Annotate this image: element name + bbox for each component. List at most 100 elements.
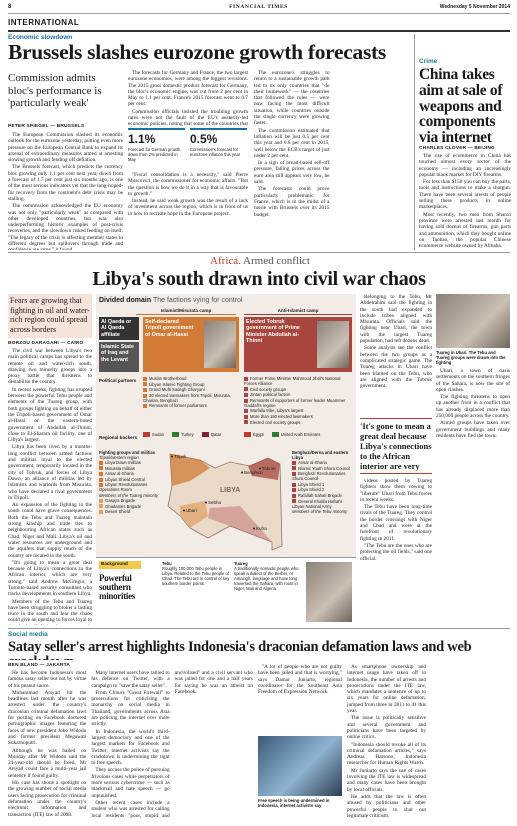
paragraph: The fighting threatens to open up anothe…	[436, 394, 510, 420]
kicker-topic: Armed conflict	[243, 256, 310, 267]
legend-list: Gaspya Brigade Ghadames Brigade Desert Shi…	[99, 498, 159, 514]
graphic-subtitle: The factions vying for control	[152, 297, 243, 304]
paragraph: For less than $150 you can buy the parts…	[419, 179, 511, 211]
minority-text: Roughly 100,000 Tebu people in Libya. Re…	[162, 566, 230, 586]
infographic: Divided domain The factions vying for co…	[96, 294, 356, 625]
legend-title: Benghazi/Derna and eastern Libya	[292, 450, 349, 460]
list-text: Libyan Shield Central	[105, 476, 145, 482]
page-number: 8	[8, 4, 12, 10]
place-label: Kufra	[256, 526, 267, 531]
partner-list: Muslim Brotherhood Libyan Islamic Fightin…	[143, 376, 239, 428]
bullet	[292, 482, 296, 487]
rule	[8, 13, 510, 14]
place-dot	[183, 509, 185, 512]
place-label: Sebha	[208, 500, 222, 505]
bullet	[143, 393, 147, 398]
pull-quote: 'It's gone to mean a great deal because …	[360, 418, 432, 474]
faction-name: Elected Tobruk government of Prime Minis…	[246, 319, 300, 345]
minority-name: Tuareg	[234, 561, 248, 566]
bullet	[99, 472, 103, 477]
rule	[8, 30, 510, 32]
place-label: Tripoli	[174, 454, 186, 459]
control-area	[180, 501, 208, 528]
list-item: Muslim Brotherhood	[143, 376, 239, 381]
article-body: "Fiscal consolidation is a necessity," s…	[128, 172, 248, 250]
minority-text: A traditionally nomadic people who speak…	[234, 566, 299, 591]
legend-list: Ansar al-Sharia Islamic Youth Shura Counc…	[292, 460, 354, 509]
bullet	[99, 504, 103, 509]
panel-label: Background	[99, 561, 141, 569]
paragraph: Muhammad Arsyad hit the headlines last m…	[8, 689, 87, 747]
map-legend: Benghazi/Derna and eastern Libya Ansar a…	[292, 450, 354, 550]
photo-caption: Tuareg in Ubari. The Tebu and Tuareg gro…	[436, 350, 506, 365]
place-label: Tobruk	[262, 466, 276, 471]
list-text: Warfalla tribe, Libya's largest	[250, 408, 304, 414]
masthead: FINANCIAL TIMES	[229, 4, 288, 10]
list-item: Ansar al-Sharia	[292, 460, 354, 465]
rule	[8, 252, 510, 253]
backer-list: Sudan Turkey Qatar	[143, 432, 239, 444]
place-label: Benghazi	[244, 470, 263, 475]
list-item: 30 elected lawmakers from Tripoli, Misur…	[143, 393, 239, 403]
byline: PETER SPIEGEL — BRUSSELS	[8, 124, 85, 129]
section-label: Crime	[419, 58, 438, 65]
paragraph: "Fiscal consolidation is a necessity," s…	[128, 172, 248, 197]
article-body: The rise of ecommerce in China has touch…	[419, 153, 511, 250]
paragraph: Other recent cases include a student who…	[91, 670, 253, 819]
list-item: Remnants of supporters of former leader …	[244, 398, 352, 408]
backer-name: Sudan	[152, 432, 165, 437]
kicker: Africa. Armed conflict	[150, 256, 370, 267]
legend-title: Fighting groups and militias	[99, 450, 156, 455]
bullet	[292, 499, 296, 504]
backer-name: Egypt	[253, 432, 264, 437]
paragraph: He has become Indonesia's most famous sa…	[8, 670, 87, 689]
paragraph: videos posted by Tuareg fighters show th…	[360, 478, 432, 503]
list-item: Libya Shield 1	[292, 482, 354, 487]
minority-note: Tebu Roughly 100,000 Tebu people in Libya…	[162, 561, 230, 623]
list-text: Benghazi Revolutionaries Shura Council	[292, 471, 346, 482]
stat-value: 0.5%	[190, 132, 218, 146]
map-legend: Fighting groups and militias Tripoli/wes…	[99, 450, 159, 550]
paragraph: Armed groups have taken over government …	[436, 420, 510, 439]
bullet	[99, 498, 103, 503]
bullet	[99, 466, 103, 471]
bullet	[244, 376, 248, 381]
list-text: Former Prime Minister Mahmoud Jibril's N…	[244, 376, 341, 386]
rule	[414, 34, 415, 250]
list-text: Libya Dawn militias	[105, 460, 141, 465]
paragraph: An expansion of the fighting to the sout…	[8, 502, 92, 559]
backer: Sudan	[143, 432, 164, 444]
list-text: Civil society groups	[250, 386, 287, 392]
list-item: Zintan political faction	[244, 392, 352, 397]
list-item: General Khalifa Haftar's Libyan National…	[292, 499, 354, 509]
date: Wednesday 5 November 2014	[439, 4, 510, 10]
background-panel: Background Powerful southern minorities …	[96, 557, 356, 625]
backer: United Arab Emirates	[271, 432, 320, 444]
stat-boxes: 1.1% Forecast for German growth, down fr…	[128, 128, 248, 168]
control-area	[208, 506, 272, 542]
list-item: Libya Shield 2	[292, 487, 354, 492]
paragraph: The civil war between Libya's two main p…	[8, 348, 92, 386]
list-text: Gaspya Brigade	[105, 497, 136, 503]
paragraph: The rise of ecommerce in China has touch…	[419, 153, 511, 178]
list-text: Ansar al-Sharia	[105, 471, 134, 477]
bullet	[244, 387, 248, 392]
section-label: Social media	[8, 631, 48, 638]
list-item: Warfalla tribe, Libya's largest	[244, 408, 352, 413]
list-item: Ghadames Brigade	[99, 504, 159, 509]
section-title: INTERNATIONAL	[8, 18, 80, 27]
list-text: Elected civil society groups	[250, 419, 301, 425]
place-dot	[205, 501, 207, 504]
panel-title: Powerful southern minorities	[99, 574, 135, 602]
place-dot	[253, 527, 255, 530]
stat: 0.5% Commission's forecast for eurozone …	[190, 128, 247, 168]
bullet	[143, 376, 147, 381]
byline: CHARLES CLOVER — BEIJING	[419, 146, 495, 151]
bullet	[292, 493, 296, 498]
backer-list: Egypt United Arab Emirates	[244, 432, 352, 444]
list-text: More than 150 elected lawmakers	[250, 413, 313, 419]
place-label: LIBYA	[220, 487, 240, 494]
list-item: Libyan Shield Central	[99, 477, 159, 482]
paragraph: The commission acknowledged the EU econo…	[8, 203, 123, 250]
